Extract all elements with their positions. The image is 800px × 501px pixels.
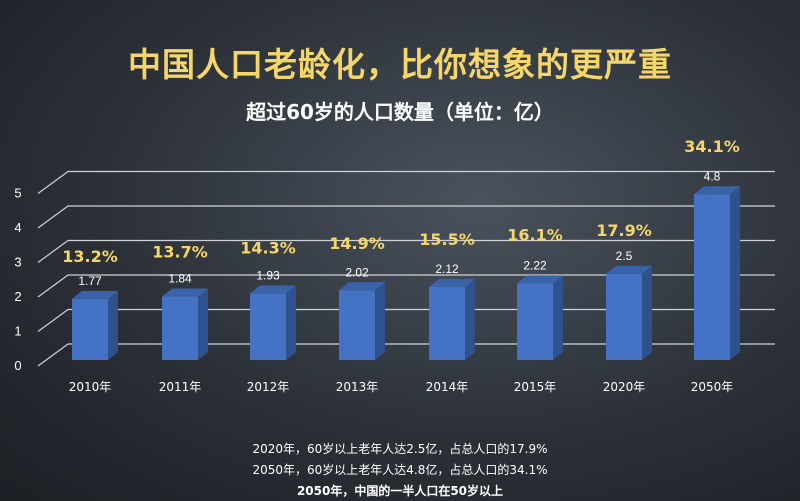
percent-label: 13.2% bbox=[62, 247, 118, 266]
note-2020: 2020年，60岁以上老年人达2.5亿，占总人口的17.9% bbox=[252, 442, 548, 456]
bar-top bbox=[517, 275, 563, 284]
bar bbox=[339, 290, 375, 360]
category-label: 2020年 bbox=[603, 380, 646, 394]
value-label: 1.84 bbox=[168, 272, 192, 286]
bar-side bbox=[198, 288, 208, 360]
category-label: 2013年 bbox=[336, 380, 379, 394]
gridline bbox=[37, 343, 775, 367]
percent-label: 16.1% bbox=[507, 226, 563, 245]
bar bbox=[250, 293, 286, 360]
gridline bbox=[37, 308, 775, 332]
bar bbox=[606, 273, 642, 360]
category-label: 2050年 bbox=[691, 380, 734, 394]
note-2050: 2050年，60岁以上老年人达4.8亿，占总人口的34.1% bbox=[252, 463, 548, 477]
percent-label: 15.5% bbox=[419, 230, 475, 249]
bar bbox=[429, 286, 465, 360]
y-tick-label: 1 bbox=[14, 324, 21, 339]
category-label: 2011年 bbox=[159, 380, 202, 394]
gridline bbox=[37, 170, 775, 194]
value-label: 1.77 bbox=[78, 274, 102, 288]
percent-label: 14.9% bbox=[329, 234, 385, 253]
chart-title: 中国人口老龄化，比你想象的更严重 bbox=[128, 45, 672, 84]
y-tick-label: 4 bbox=[14, 220, 21, 235]
bar-top bbox=[72, 290, 118, 299]
bar-top bbox=[429, 278, 475, 287]
value-label: 2.22 bbox=[523, 258, 547, 272]
bar-side bbox=[553, 275, 563, 360]
bar-top bbox=[694, 186, 740, 195]
chart-subtitle: 超过60岁的人口数量（单位：亿） bbox=[246, 100, 554, 124]
percent-label: 13.7% bbox=[152, 243, 208, 262]
y-tick-label: 0 bbox=[14, 358, 21, 373]
note-half-population: 2050年，中国的一半人口在50岁以上 bbox=[296, 484, 504, 498]
bar bbox=[162, 296, 198, 360]
bar-top bbox=[162, 288, 208, 297]
percent-label: 14.3% bbox=[240, 238, 296, 257]
bar-side bbox=[286, 285, 296, 360]
bar-side bbox=[730, 186, 740, 360]
gridline bbox=[37, 205, 775, 229]
value-label: 2.12 bbox=[435, 262, 459, 276]
bar-chart: 0 1 2 3 4 5 1.77 13.2% 2010年 1.84 13.7% 2011年 1.93 14… bbox=[14, 137, 775, 394]
gridline bbox=[37, 274, 775, 298]
value-label: 4.8 bbox=[704, 169, 721, 183]
percent-label: 34.1% bbox=[684, 137, 740, 156]
y-tick-label: 2 bbox=[14, 289, 21, 304]
bar-top bbox=[339, 282, 385, 291]
bar bbox=[517, 283, 553, 360]
category-label: 2012年 bbox=[247, 380, 290, 394]
bar-side bbox=[642, 265, 652, 360]
gridline bbox=[37, 239, 775, 263]
bar-top bbox=[250, 285, 296, 294]
bar-side bbox=[375, 282, 385, 360]
value-label: 2.5 bbox=[616, 249, 633, 263]
bar-side bbox=[108, 290, 118, 360]
percent-label: 17.9% bbox=[596, 221, 652, 240]
category-label: 2015年 bbox=[514, 380, 557, 394]
value-label: 2.02 bbox=[345, 265, 369, 279]
y-tick-label: 5 bbox=[14, 186, 21, 201]
bar-top bbox=[606, 265, 652, 274]
bar bbox=[694, 194, 730, 360]
category-label: 2010年 bbox=[69, 380, 112, 394]
bar-side bbox=[465, 278, 475, 360]
value-label: 1.93 bbox=[256, 268, 280, 282]
category-label: 2014年 bbox=[426, 380, 469, 394]
y-tick-label: 3 bbox=[14, 255, 21, 270]
bar bbox=[72, 298, 108, 360]
